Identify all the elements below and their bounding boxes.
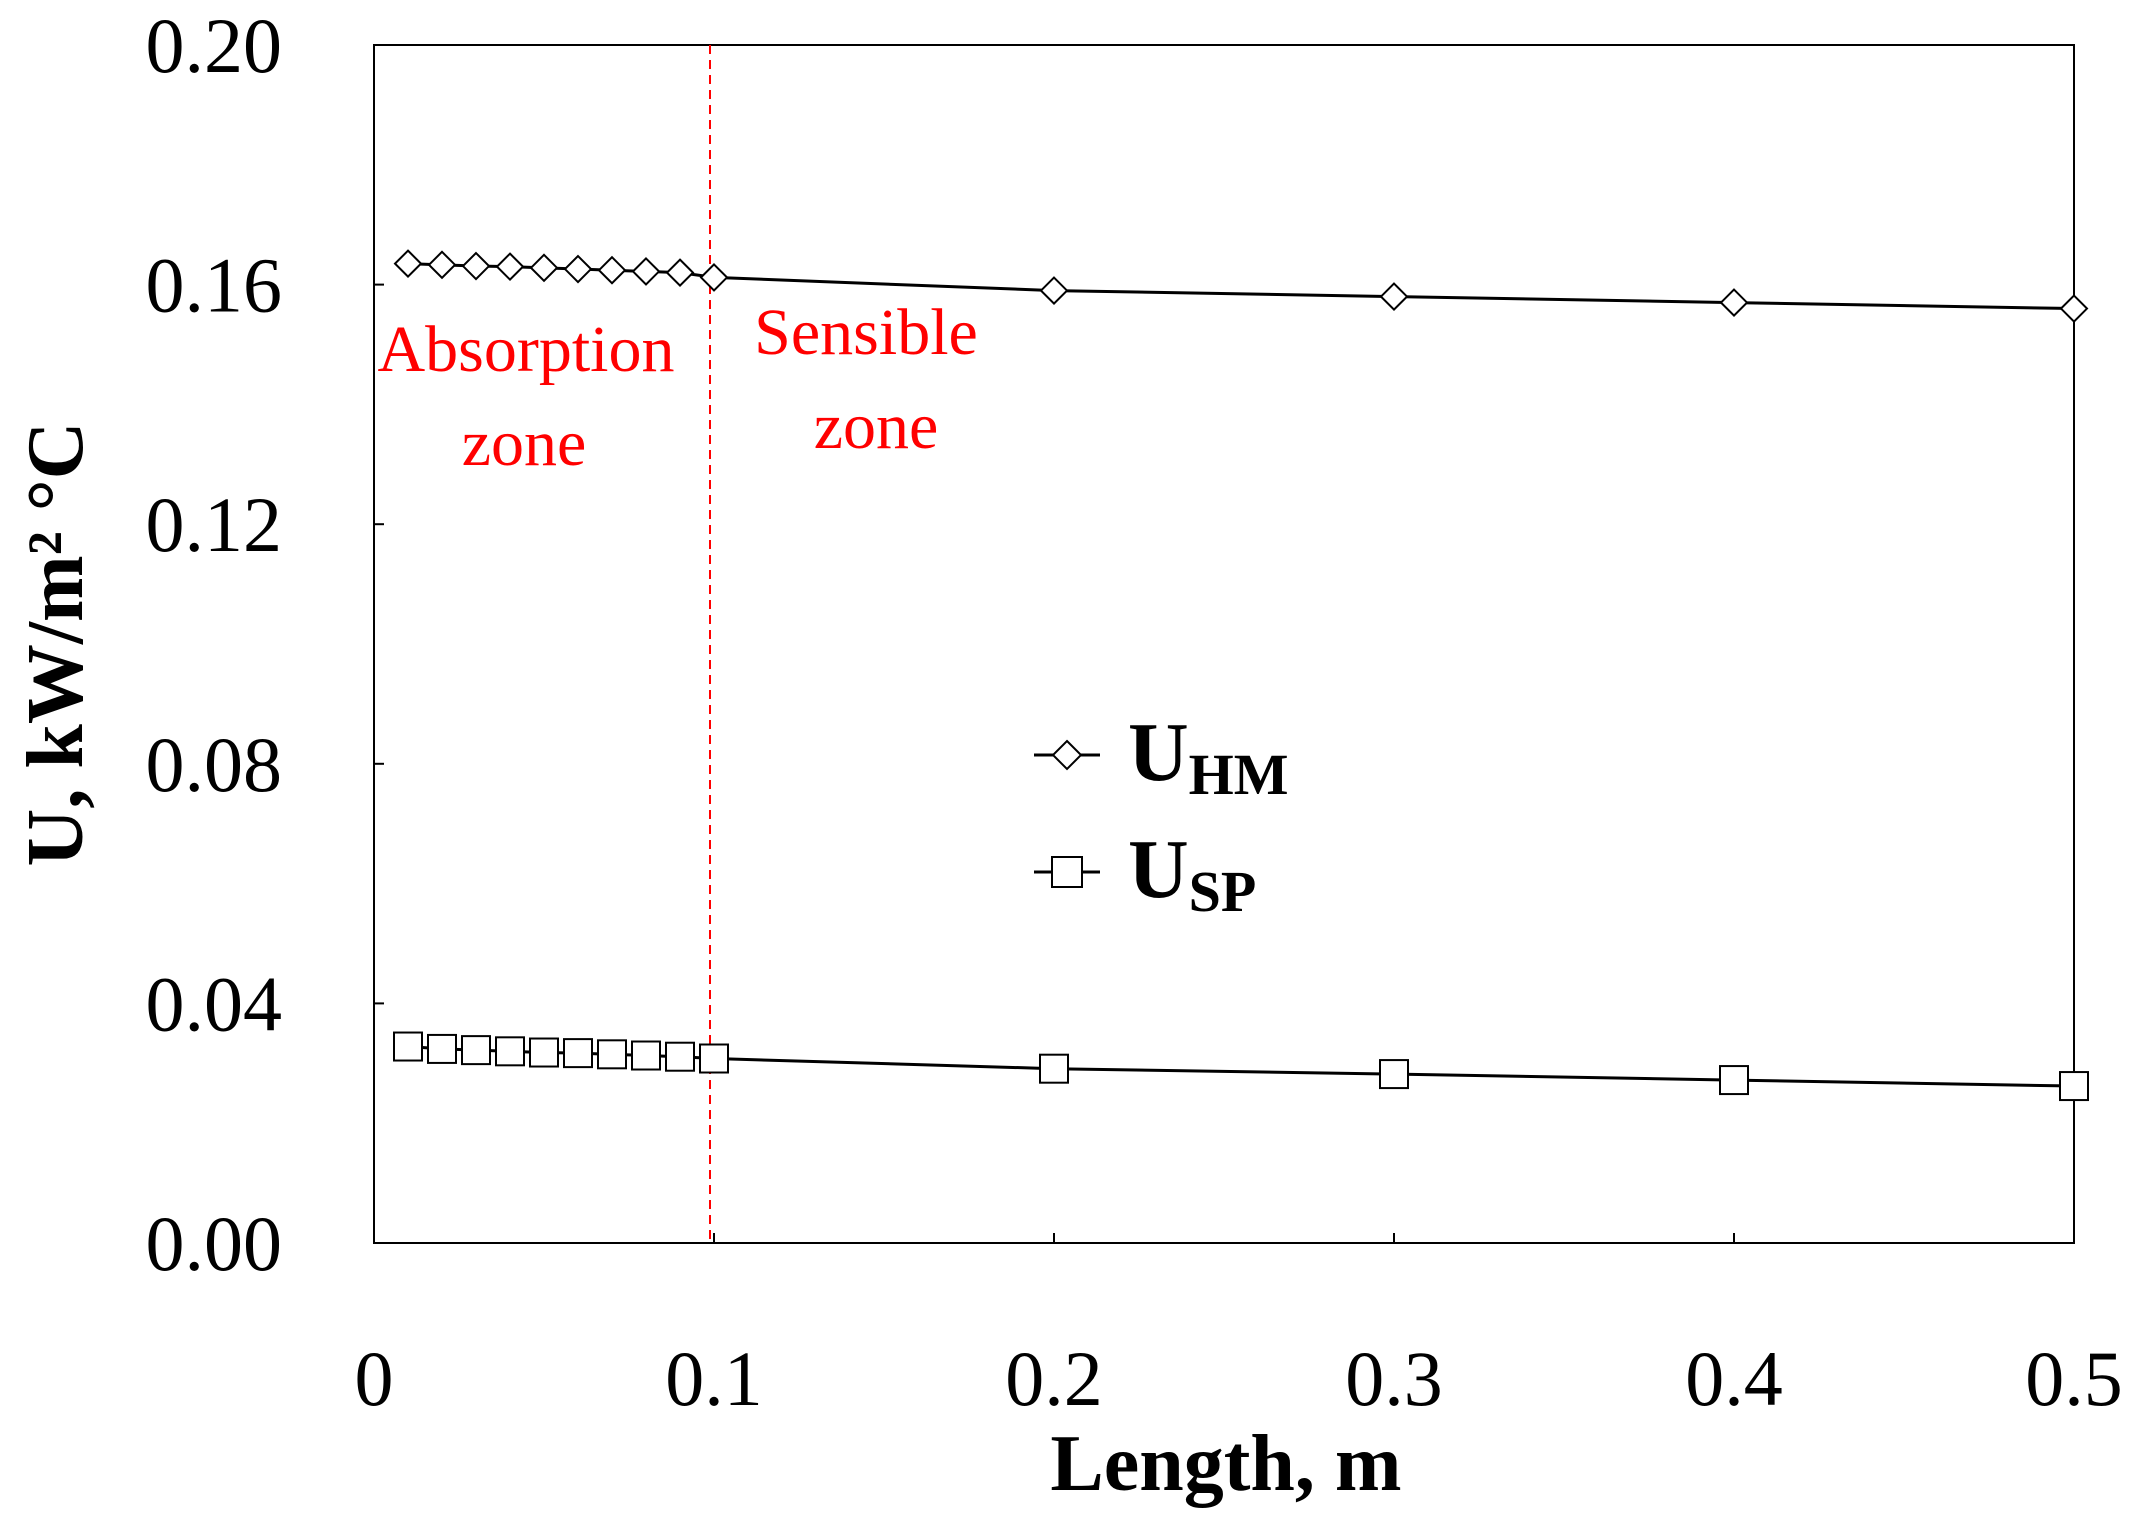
y-tick-label: 0.08	[146, 721, 283, 808]
y-tick-label: 0.20	[146, 2, 283, 89]
data-point-sp	[427, 1033, 457, 1064]
x-axis-ticks: 0 0.1 0.2 0.3 0.4 0.5	[355, 1233, 2123, 1422]
x-axis-title: Length, m	[1050, 1420, 1401, 1508]
legend-marker-sp	[1051, 856, 1083, 888]
data-point-hm	[1379, 282, 1409, 311]
legend-label-sp: USP	[1128, 823, 1256, 924]
data-point-hm	[597, 255, 627, 285]
y-axis-title: U, kW/m² °C	[12, 422, 100, 867]
data-point-sp	[1379, 1059, 1409, 1090]
data-point-sp	[1039, 1053, 1069, 1084]
legend-label-hm: UHM	[1128, 706, 1289, 807]
x-tick-label: 0.1	[665, 1335, 763, 1422]
data-point-hm	[461, 251, 491, 281]
x-tick-label: 0.2	[1005, 1335, 1103, 1422]
series-group	[393, 249, 2089, 1102]
sensible-zone-label-1: Sensible	[754, 296, 978, 369]
sensible-zone-label-2: zone	[814, 390, 939, 463]
data-point-hm	[1039, 276, 1069, 306]
plot-frame	[373, 44, 2075, 1244]
data-point-hm	[563, 254, 593, 284]
legend: UHM USP	[1034, 706, 1289, 924]
data-point-hm	[2059, 294, 2089, 323]
data-point-sp	[529, 1037, 559, 1068]
y-tick-label: 0.12	[146, 481, 283, 568]
x-tick-label: 0	[355, 1335, 394, 1422]
data-point-hm	[631, 257, 661, 286]
data-point-sp	[461, 1035, 491, 1066]
y-tick-label: 0.00	[146, 1200, 283, 1287]
data-point-sp	[597, 1039, 627, 1070]
data-point-sp	[563, 1038, 593, 1069]
legend-marker-hm	[1051, 739, 1083, 771]
data-point-sp	[1719, 1065, 1749, 1096]
data-point-sp	[665, 1041, 695, 1072]
y-axis-ticks: 0.00 0.04 0.08 0.12 0.16 0.20	[146, 2, 384, 1287]
data-point-hm	[393, 249, 423, 279]
absorption-zone-label-2: zone	[462, 407, 587, 480]
y-tick-label: 0.16	[146, 242, 283, 329]
data-point-sp	[631, 1040, 661, 1071]
data-point-hm	[529, 253, 559, 283]
data-point-sp	[699, 1043, 729, 1074]
data-point-sp	[393, 1031, 423, 1062]
data-point-sp	[495, 1036, 525, 1067]
data-point-sp	[2059, 1071, 2089, 1102]
data-point-hm	[699, 262, 729, 292]
x-tick-label: 0.4	[1685, 1335, 1783, 1422]
data-point-hm	[1719, 288, 1749, 317]
y-tick-label: 0.04	[146, 960, 283, 1047]
x-tick-label: 0.5	[2025, 1335, 2123, 1422]
data-point-hm	[665, 258, 695, 288]
data-point-hm	[495, 252, 525, 282]
absorption-zone-label-1: Absorption	[378, 313, 675, 386]
data-point-hm	[427, 250, 457, 280]
x-tick-label: 0.3	[1345, 1335, 1443, 1422]
